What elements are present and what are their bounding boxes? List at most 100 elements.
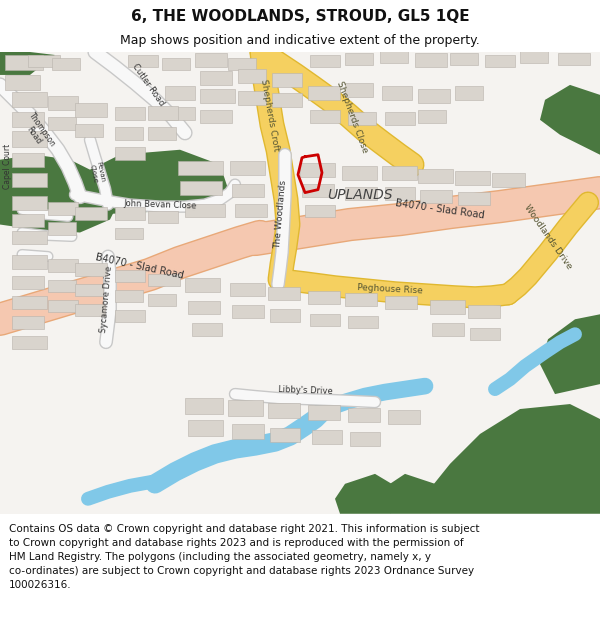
Bar	[382, 86, 412, 100]
Bar	[232, 184, 264, 197]
Bar	[420, 189, 452, 202]
Bar	[165, 86, 195, 100]
Bar	[200, 71, 232, 85]
Bar	[348, 408, 380, 422]
Bar	[12, 214, 44, 226]
Bar	[48, 259, 78, 272]
Bar	[75, 304, 105, 316]
Bar	[128, 55, 158, 67]
Bar	[308, 86, 340, 100]
Text: The Woodlands: The Woodlands	[274, 180, 289, 249]
Polygon shape	[540, 85, 600, 155]
Bar	[558, 53, 590, 65]
Bar	[230, 283, 265, 296]
Polygon shape	[0, 52, 600, 514]
Bar	[310, 110, 340, 123]
Bar	[12, 131, 47, 147]
Bar	[238, 69, 266, 83]
Bar	[200, 89, 235, 103]
Bar	[5, 55, 43, 70]
Bar	[188, 420, 223, 436]
Bar	[345, 187, 377, 199]
Text: Pevan
Close: Pevan Close	[88, 161, 106, 184]
Bar	[148, 294, 176, 306]
Bar	[12, 92, 47, 107]
Bar	[418, 169, 453, 182]
Text: Shepherds Croft: Shepherds Croft	[259, 78, 281, 152]
Bar	[385, 112, 415, 125]
Bar	[468, 306, 500, 318]
Bar	[270, 428, 300, 442]
Bar	[345, 83, 373, 97]
Bar	[310, 314, 340, 326]
Bar	[12, 173, 47, 187]
Bar	[75, 263, 107, 276]
Bar	[382, 166, 417, 179]
Bar	[485, 55, 515, 67]
Bar	[270, 309, 300, 322]
Text: B4070 - Slad Road: B4070 - Slad Road	[395, 198, 485, 221]
Bar	[148, 106, 178, 120]
Bar	[228, 58, 256, 70]
Bar	[115, 207, 145, 219]
Bar	[148, 211, 178, 222]
Bar	[430, 301, 465, 314]
Bar	[48, 301, 78, 312]
Bar	[200, 110, 232, 123]
Bar	[185, 204, 225, 216]
Bar	[192, 323, 222, 336]
Bar	[345, 293, 377, 306]
Bar	[12, 231, 47, 244]
Bar	[28, 55, 60, 67]
Text: Shepherds Close: Shepherds Close	[335, 80, 369, 154]
Bar	[12, 256, 47, 269]
Bar	[238, 91, 266, 105]
Bar	[75, 207, 107, 219]
Bar	[115, 310, 145, 322]
Bar	[305, 204, 335, 216]
Bar	[75, 124, 103, 137]
Bar	[268, 288, 300, 301]
Text: Map shows position and indicative extent of the property.: Map shows position and indicative extent…	[120, 34, 480, 47]
Bar	[455, 86, 483, 100]
Bar	[48, 117, 76, 130]
Text: 6, THE WOODLANDS, STROUD, GL5 1QE: 6, THE WOODLANDS, STROUD, GL5 1QE	[131, 9, 469, 24]
Bar	[492, 173, 525, 187]
Bar	[308, 405, 340, 420]
Bar	[12, 336, 47, 349]
Bar	[185, 278, 220, 292]
Bar	[52, 58, 80, 70]
Bar	[268, 403, 300, 418]
Polygon shape	[88, 150, 230, 214]
Bar	[48, 96, 78, 110]
Bar	[385, 187, 415, 199]
Bar	[308, 291, 340, 304]
Polygon shape	[0, 155, 120, 232]
Bar	[165, 107, 195, 120]
Text: Woodlands Drive: Woodlands Drive	[523, 202, 574, 271]
Bar	[75, 103, 107, 117]
Bar	[12, 276, 44, 289]
Bar	[12, 112, 44, 127]
Bar	[312, 430, 342, 444]
Bar	[432, 323, 464, 336]
Bar	[75, 284, 103, 296]
Bar	[458, 192, 490, 204]
Bar	[12, 296, 47, 309]
Bar	[228, 400, 263, 416]
Bar	[520, 51, 548, 63]
Bar	[188, 301, 220, 314]
Polygon shape	[390, 474, 435, 514]
Text: Capel Court: Capel Court	[4, 144, 13, 189]
Text: John Bevan Close: John Bevan Close	[123, 199, 197, 211]
Bar	[148, 127, 176, 140]
Text: Peghouse Rise: Peghouse Rise	[357, 283, 423, 296]
Bar	[162, 58, 190, 70]
Bar	[342, 166, 377, 179]
Bar	[418, 110, 446, 123]
Bar	[350, 432, 380, 446]
Bar	[455, 171, 490, 184]
Bar	[348, 112, 376, 125]
Bar	[48, 221, 76, 234]
Text: Sycamore Drive: Sycamore Drive	[98, 266, 113, 333]
